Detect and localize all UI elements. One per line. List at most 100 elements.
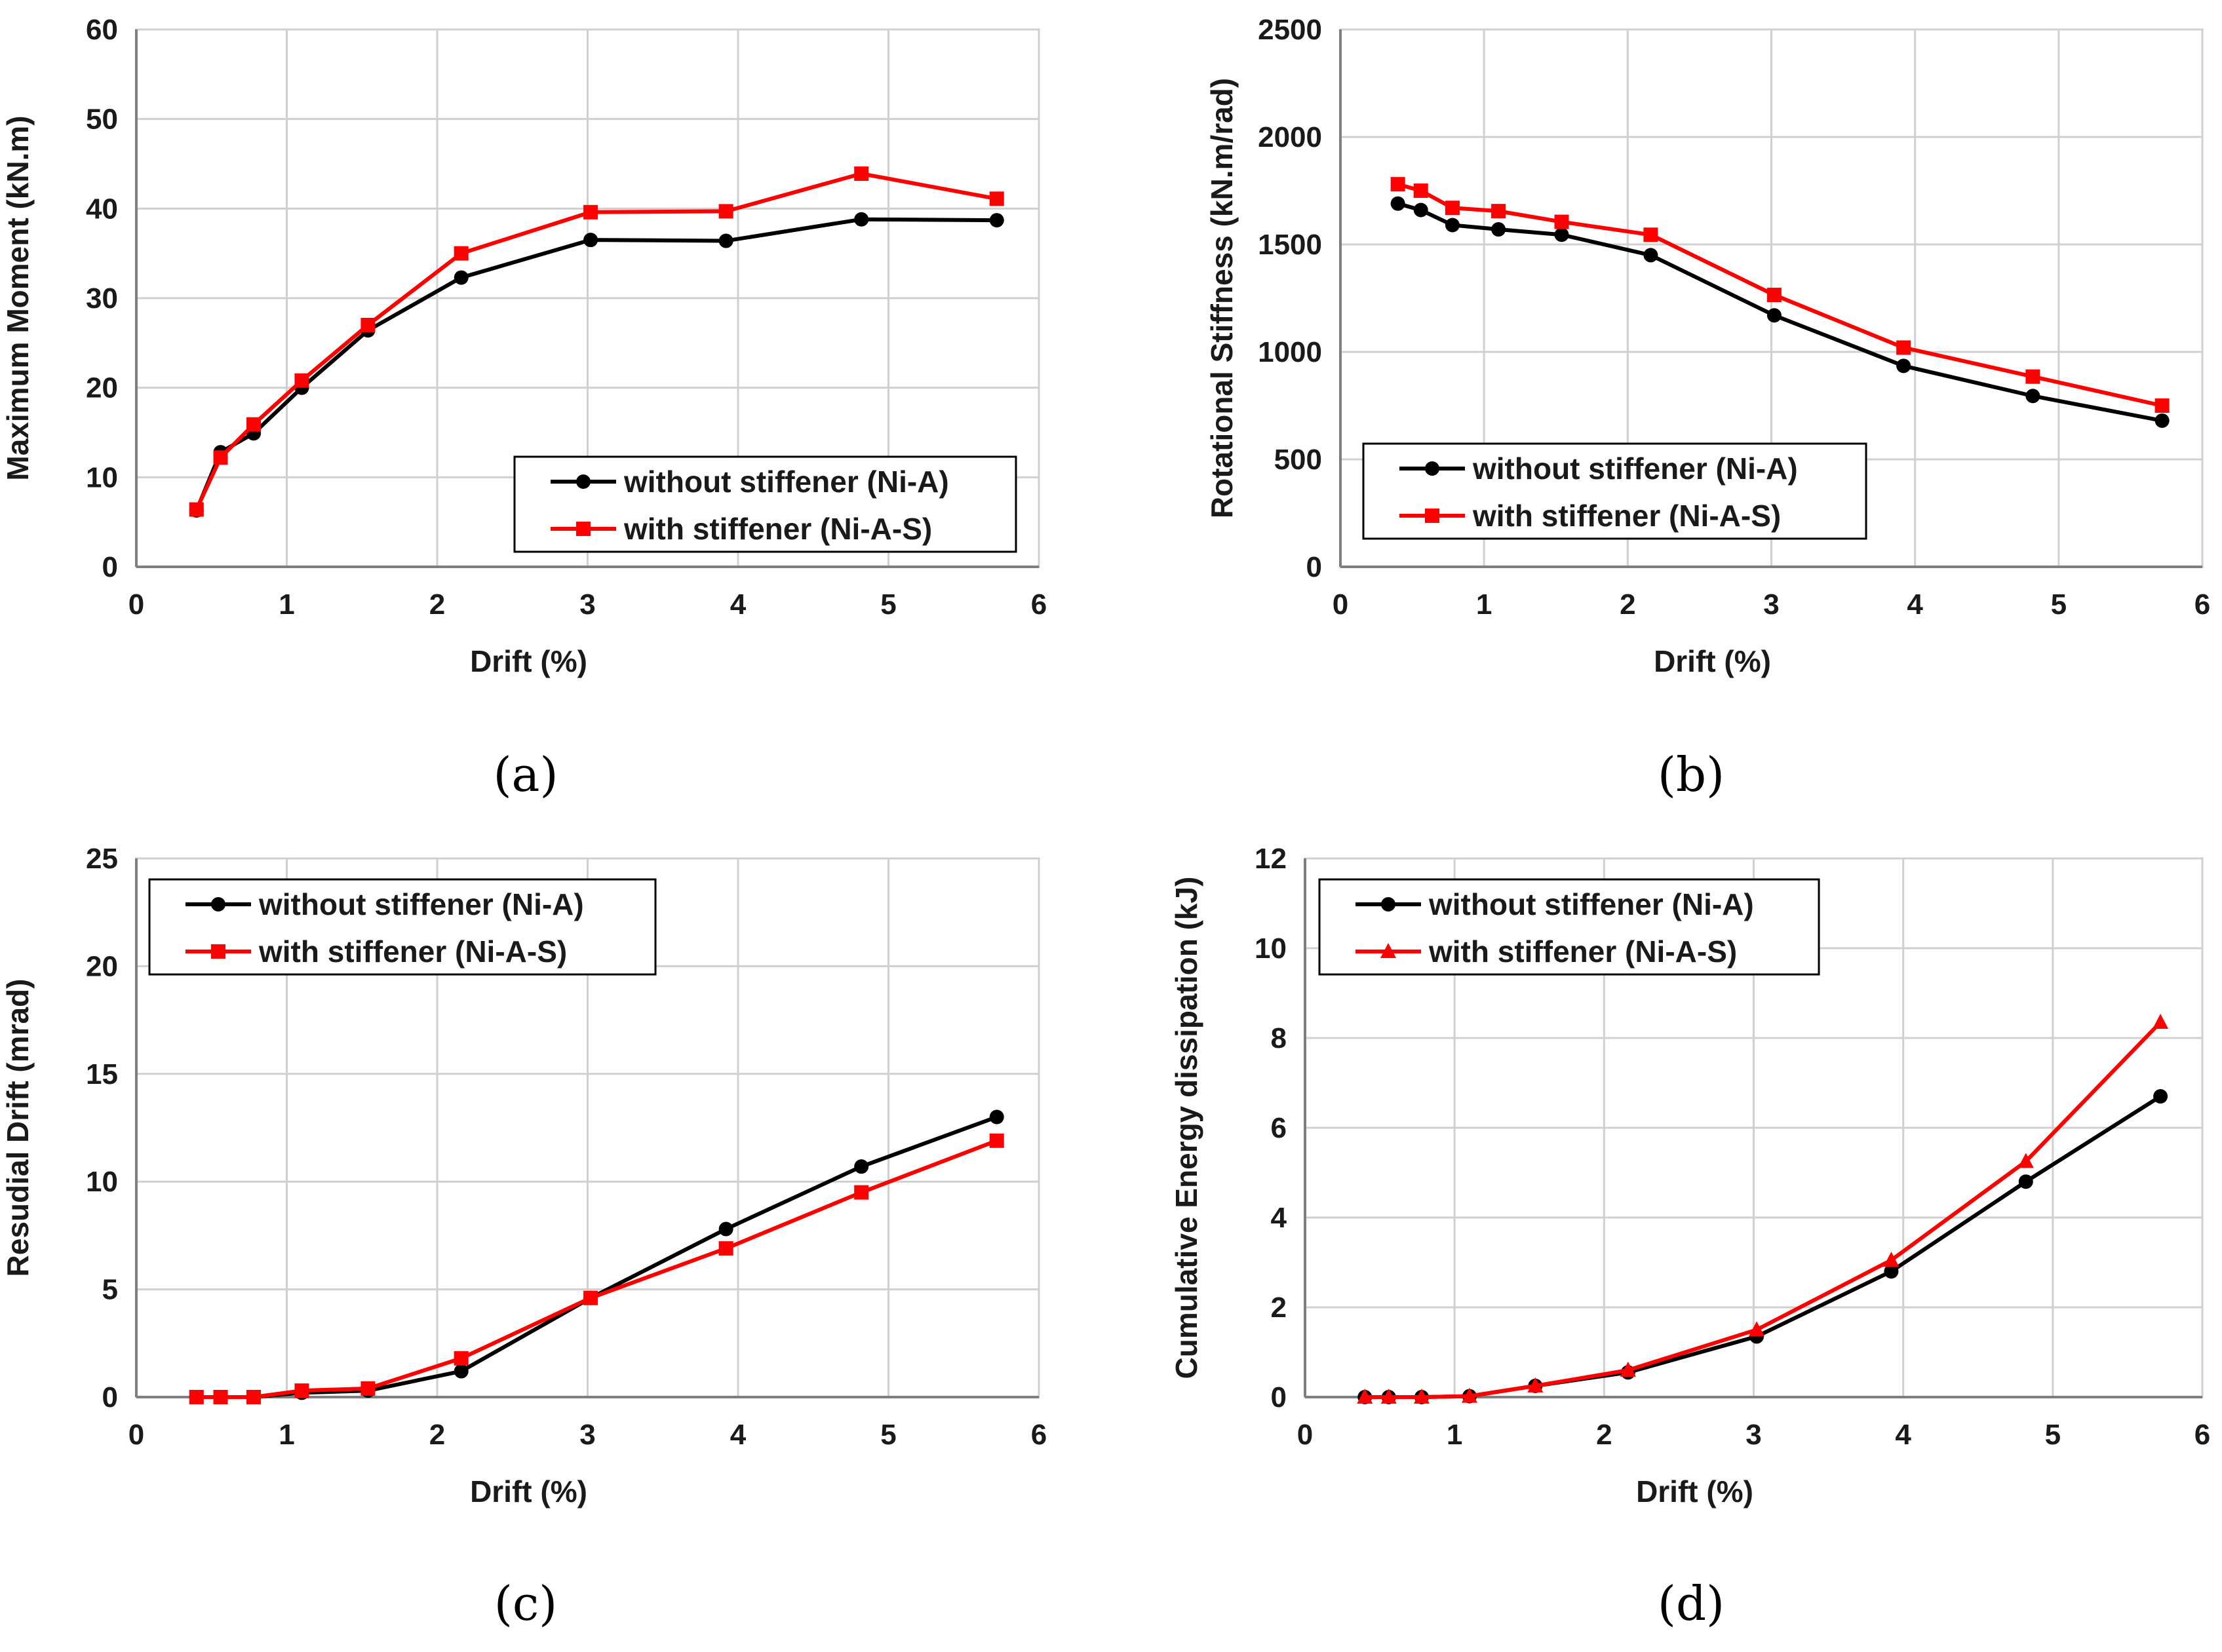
data-point-b-0 xyxy=(2025,389,2040,404)
data-point-c-1 xyxy=(246,1390,262,1404)
series-d-1 xyxy=(1357,1014,2169,1404)
data-point-d-1 xyxy=(1620,1361,1636,1377)
data-point-b-0 xyxy=(1896,358,1911,374)
x-tick-label-c: 5 xyxy=(880,1419,896,1451)
y-tick-label-b: 500 xyxy=(1274,444,1322,476)
y-tick-label-a: 40 xyxy=(86,193,118,225)
y-axis-title-b: Rotational Stiffness (kN.m/rad) xyxy=(1205,78,1239,518)
data-point-d-1 xyxy=(1749,1321,1765,1337)
data-point-b-1 xyxy=(1445,201,1460,216)
x-axis-title-c: Drift (%) xyxy=(470,1474,587,1508)
y-tick-label-d: 12 xyxy=(1255,843,1287,875)
x-tick-label-a: 0 xyxy=(128,588,144,621)
y-tick-label-c: 10 xyxy=(86,1166,118,1198)
series-line-c-1 xyxy=(196,1138,998,1399)
data-point-a-1 xyxy=(189,502,204,517)
x-axis-title-d: Drift (%) xyxy=(1636,1474,1753,1508)
legend-label-a-0: without stiffener (Ni-A) xyxy=(623,465,949,499)
data-point-d-1 xyxy=(1461,1387,1477,1403)
data-point-d-0 xyxy=(2153,1089,2168,1104)
legend-marker-a-0 xyxy=(576,474,591,489)
x-tick-label-a: 1 xyxy=(279,588,294,621)
y-tick-label-a: 0 xyxy=(102,551,118,583)
x-tick-label-b: 4 xyxy=(1907,588,1923,621)
legend-marker-d-1 xyxy=(1380,943,1396,958)
data-point-a-1 xyxy=(454,246,469,261)
data-point-b-1 xyxy=(2154,398,2170,413)
series-line-d-0 xyxy=(1365,1094,2162,1399)
x-tick-label-b: 5 xyxy=(2051,588,2067,621)
data-point-a-1 xyxy=(294,373,309,388)
y-tick-label-d: 4 xyxy=(1271,1202,1287,1234)
data-point-d-1 xyxy=(1883,1252,1900,1267)
x-tick-label-a: 6 xyxy=(1031,588,1047,621)
x-tick-label-a: 2 xyxy=(429,588,445,621)
y-tick-label-b: 0 xyxy=(1306,551,1322,583)
legend-c: without stiffener (Ni-A) with stiffener (… xyxy=(148,878,657,976)
caption-d: (d) xyxy=(1657,1576,1725,1631)
chart-panel-c: 0 1 2 3 4 5 6 0 5 10 15 20 25 Drift (%) Resudial Drift… xyxy=(0,832,1111,1631)
x-tick-label-d: 5 xyxy=(2045,1419,2061,1451)
data-point-c-1 xyxy=(583,1290,598,1305)
series-line-b-0 xyxy=(1397,201,2163,423)
data-point-d-1 xyxy=(2017,1153,2034,1168)
data-point-c-1 xyxy=(989,1133,1004,1148)
data-point-a-0 xyxy=(718,233,733,248)
x-tick-label-a: 4 xyxy=(730,588,747,621)
y-tick-label-d: 8 xyxy=(1271,1022,1287,1054)
y-tick-label-a: 30 xyxy=(86,282,118,315)
legend-box-c xyxy=(148,878,657,976)
data-point-c-1 xyxy=(361,1381,376,1396)
data-point-d-1 xyxy=(1380,1389,1397,1404)
legend-marker-d-0 xyxy=(1381,897,1395,912)
legend-marker-b-0 xyxy=(1425,461,1439,476)
legend-label-c-1: with stiffener (Ni-A-S) xyxy=(258,934,567,969)
x-tick-label-b: 6 xyxy=(2194,588,2210,621)
series-line-c-0 xyxy=(196,1115,998,1399)
legend-label-b-1: with stiffener (Ni-A-S) xyxy=(1472,499,1781,533)
data-point-c-1 xyxy=(718,1241,733,1256)
y-tick-label-c: 5 xyxy=(102,1274,118,1306)
data-point-d-1 xyxy=(1527,1377,1544,1393)
x-tick-label-b: 1 xyxy=(1476,588,1492,621)
chart-b-svg: 0 1 2 3 4 5 6 0 500 1000 1500 2000 2500 Drift (%) Rota… xyxy=(1205,14,2210,678)
data-point-c-1 xyxy=(294,1383,309,1398)
data-point-a-1 xyxy=(246,417,262,432)
data-point-b-0 xyxy=(1413,202,1428,218)
series-c-1 xyxy=(189,1133,1004,1404)
data-point-a-0 xyxy=(454,270,469,285)
series-line-a-1 xyxy=(195,171,998,510)
data-point-b-0 xyxy=(1766,308,1782,323)
data-point-c-0 xyxy=(989,1109,1004,1124)
legend-box-b xyxy=(1362,442,1867,540)
legend-label-c-0: without stiffener (Ni-A) xyxy=(258,887,584,921)
y-tick-label-b: 1000 xyxy=(1258,336,1322,368)
x-tick-label-a: 5 xyxy=(880,588,896,621)
caption-a: (a) xyxy=(493,747,558,802)
data-point-c-1 xyxy=(189,1390,204,1404)
x-tick-label-d: 0 xyxy=(1297,1419,1313,1451)
data-point-b-0 xyxy=(2154,413,2170,428)
data-point-b-1 xyxy=(1491,204,1506,219)
data-point-a-1 xyxy=(718,204,733,219)
y-tick-label-d: 10 xyxy=(1255,932,1287,965)
data-point-b-1 xyxy=(1390,177,1405,192)
x-tick-label-c: 2 xyxy=(429,1419,445,1451)
y-tick-label-d: 0 xyxy=(1271,1381,1287,1413)
series-line-b-1 xyxy=(1397,182,2163,408)
data-point-d-1 xyxy=(2153,1014,2169,1029)
data-point-a-0 xyxy=(583,233,598,248)
y-tick-label-b: 2000 xyxy=(1258,121,1322,153)
y-tick-label-a: 10 xyxy=(86,461,118,493)
data-point-b-1 xyxy=(1766,288,1782,303)
x-tick-label-a: 3 xyxy=(579,588,595,621)
x-tick-label-c: 1 xyxy=(279,1419,294,1451)
chart-panel-b: 0 1 2 3 4 5 6 0 500 1000 1500 2000 2500 Drift (%) Rota… xyxy=(1111,0,2222,802)
data-point-c-1 xyxy=(213,1390,228,1404)
data-point-b-1 xyxy=(1554,214,1569,229)
data-point-b-0 xyxy=(1491,222,1506,237)
y-tick-label-a: 20 xyxy=(86,372,118,404)
legend-marker-c-0 xyxy=(211,897,225,912)
